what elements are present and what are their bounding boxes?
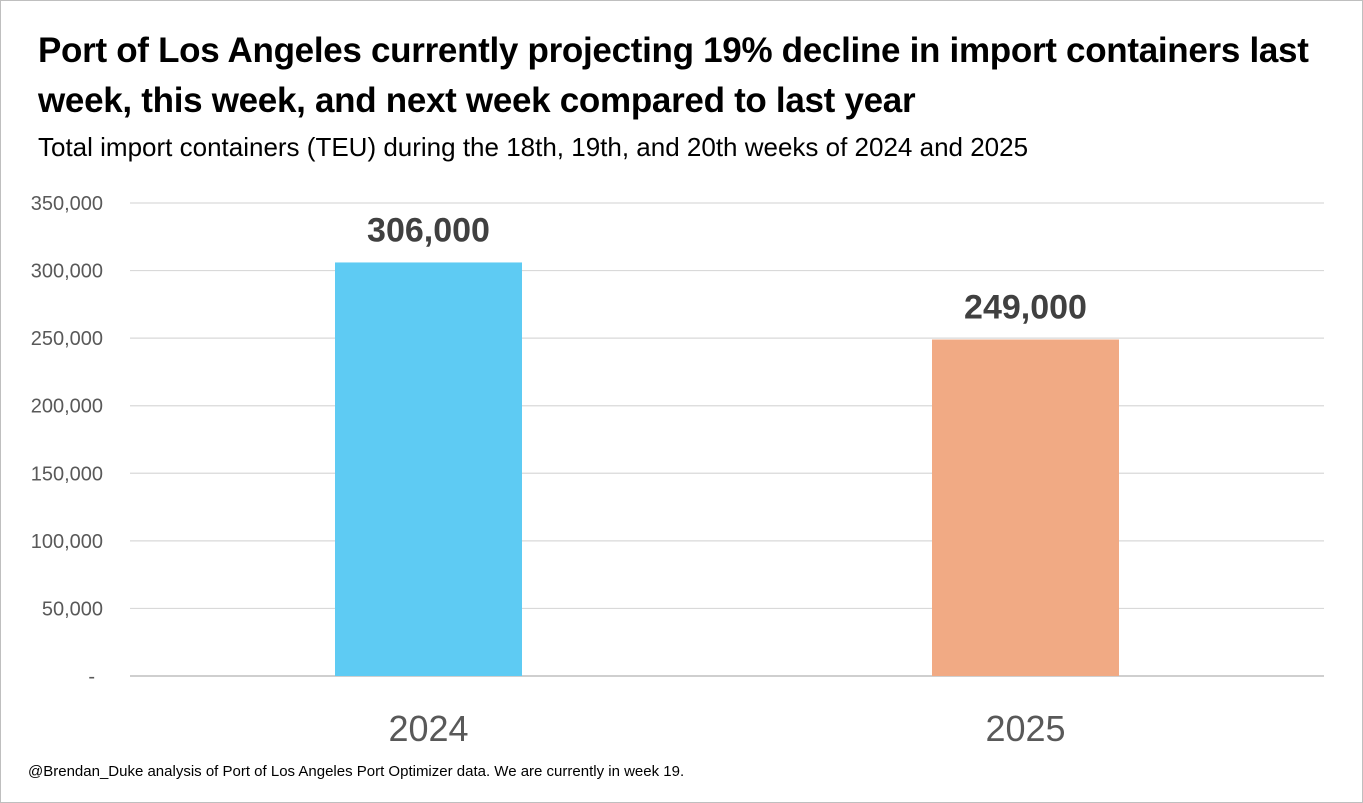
- x-category-label: 2024: [388, 708, 468, 749]
- data-label: 249,000: [964, 288, 1087, 326]
- chart-subtitle: Total import containers (TEU) during the…: [38, 132, 1029, 162]
- footnote: @Brendan_Duke analysis of Port of Los An…: [28, 763, 685, 780]
- y-tick-label: 150,000: [31, 463, 103, 485]
- y-tick-label: -: [88, 666, 95, 688]
- y-tick-label: 250,000: [31, 328, 103, 350]
- chart-title: Port of Los Angeles currently projecting…: [38, 31, 1309, 120]
- bar-2024: [335, 262, 522, 676]
- bar-2025: [932, 339, 1119, 676]
- y-tick-label: 300,000: [31, 261, 103, 283]
- y-tick-label: 200,000: [31, 396, 103, 418]
- y-tick-label: 50,000: [42, 598, 103, 620]
- y-tick-label: 100,000: [31, 531, 103, 553]
- data-label: 306,000: [367, 211, 490, 249]
- x-category-label: 2025: [985, 708, 1065, 749]
- y-tick-label: 350,000: [31, 193, 103, 215]
